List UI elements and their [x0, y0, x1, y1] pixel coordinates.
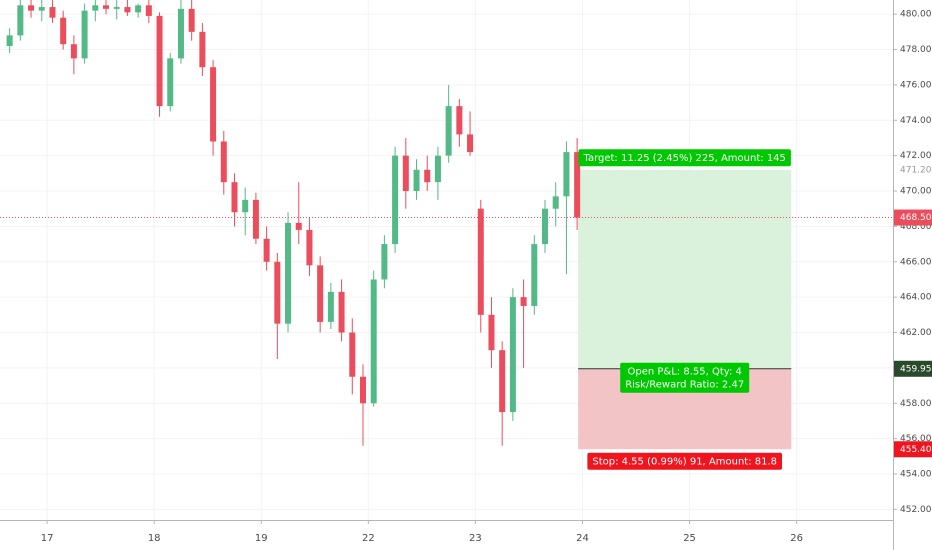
candle-body	[542, 208, 549, 245]
candle-body	[252, 199, 259, 239]
candle-body	[188, 8, 195, 32]
candle-body	[177, 8, 184, 59]
candle-body	[81, 10, 88, 59]
candle-body	[70, 44, 77, 59]
candle-body	[413, 169, 420, 192]
candle-body	[445, 106, 452, 156]
candle-body	[488, 314, 495, 351]
y-tick-label: 468.00	[900, 222, 932, 232]
candle-body	[563, 152, 570, 197]
y-tick-label: 474.00	[900, 116, 932, 126]
price-label-box	[894, 360, 932, 377]
candle-body	[574, 152, 581, 218]
candle-body	[17, 5, 24, 36]
pnl-label: Open P&L: 8.55, Qty: 4 Risk/Reward Ratio:…	[620, 362, 750, 393]
candle-body	[392, 155, 399, 245]
y-tick-label: 458.00	[900, 399, 932, 409]
candle-body	[103, 5, 110, 9]
price-label: 471.20	[900, 165, 932, 175]
stop-label-text: Stop: 4.55 (0.99%) 91, Amount: 81.8	[592, 456, 777, 467]
candle-body	[156, 15, 163, 107]
candle-body	[509, 297, 516, 413]
candle-body	[499, 350, 506, 413]
candle-body	[231, 182, 238, 213]
candle-body	[467, 134, 474, 153]
x-tick-label: 23	[469, 533, 482, 544]
stop-label-box	[587, 452, 783, 470]
profit-zone	[578, 169, 792, 369]
x-tick-label: 25	[683, 533, 696, 544]
y-tick-label: 466.00	[900, 257, 932, 267]
candle-body	[167, 58, 174, 107]
y-tick-label: 470.00	[900, 187, 932, 197]
candle-body	[92, 5, 99, 11]
candle-body	[135, 5, 142, 13]
candle-body	[381, 244, 388, 280]
x-tick-label: 19	[255, 533, 268, 544]
candle-body	[370, 279, 377, 404]
candle-body	[424, 169, 431, 183]
x-tick-label: 18	[148, 533, 161, 544]
target-label: Target: 11.25 (2.45%) 225, Amount: 145	[578, 149, 791, 167]
y-tick-label: 478.00	[900, 45, 932, 55]
candle-body	[145, 5, 152, 16]
candle-body	[263, 238, 270, 262]
x-tick-label: 26	[790, 533, 803, 544]
y-tick-label: 462.00	[900, 328, 932, 338]
candle-body	[531, 244, 538, 306]
candle-body	[220, 141, 227, 183]
candle-body	[359, 376, 366, 404]
candle-body	[274, 261, 281, 324]
candle-body	[317, 265, 324, 322]
candle-body	[38, 7, 45, 11]
pnl-label-text: Open P&L: 8.55, Qty: 4	[628, 366, 742, 377]
y-tick-label: 480.00	[900, 10, 932, 20]
candle-body	[477, 208, 484, 315]
pnl-label-text: Risk/Reward Ratio: 2.47	[625, 379, 744, 390]
price-label: 455.40	[900, 445, 932, 455]
price-label-box	[894, 441, 932, 458]
target-label-box	[578, 149, 791, 167]
y-tick-label: 476.00	[900, 80, 932, 90]
price-label: 459.95	[900, 364, 932, 374]
price-label-box	[894, 209, 932, 226]
x-tick-label: 22	[362, 533, 375, 544]
y-tick-label: 456.00	[900, 434, 932, 444]
candle-body	[60, 17, 67, 45]
price-label-box	[894, 161, 932, 178]
candle-body	[402, 155, 409, 192]
target-label-text: Target: 11.25 (2.45%) 225, Amount: 145	[582, 153, 785, 164]
price-label: 468.50	[900, 213, 932, 223]
x-tick-label: 24	[576, 533, 589, 544]
candle-body	[113, 7, 120, 9]
candle-body	[552, 196, 559, 209]
candle-body	[349, 332, 356, 377]
candle-body	[306, 229, 313, 266]
y-tick-label: 464.00	[900, 293, 932, 303]
y-tick-label: 452.00	[900, 505, 932, 515]
candle-body	[49, 7, 56, 18]
candle-body	[456, 106, 463, 135]
y-tick-label: 472.00	[900, 151, 932, 161]
candle-body	[327, 291, 334, 322]
candle-body	[210, 67, 217, 142]
candle-body	[6, 35, 13, 46]
candle-body	[199, 31, 206, 68]
candle-body	[242, 199, 249, 213]
candle-body	[295, 222, 302, 230]
candle-body	[520, 297, 527, 306]
y-tick-label: 454.00	[900, 470, 932, 480]
candle-body	[338, 291, 345, 333]
x-tick-label: 17	[41, 533, 54, 544]
candle-body	[124, 7, 131, 13]
stop-label: Stop: 4.55 (0.99%) 91, Amount: 81.8	[587, 452, 783, 470]
candle-body	[28, 5, 35, 11]
candle-body	[285, 222, 292, 324]
candle-body	[434, 155, 441, 183]
pnl-label-box	[620, 362, 750, 393]
